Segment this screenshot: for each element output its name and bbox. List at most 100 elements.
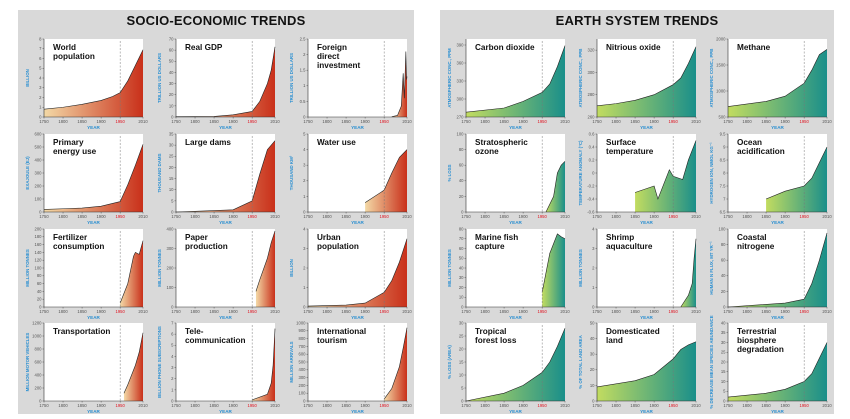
- series-line: [545, 161, 566, 213]
- x-tick-label: 1900: [96, 309, 106, 314]
- y-tick-label: 6: [39, 56, 42, 61]
- chart-17: 6.5 7 7.5 8 8.5 9 9.5 1750 1800 1850 1900 1950 2010 Y…: [709, 131, 832, 225]
- y-tick-label: 1: [303, 285, 306, 290]
- y-tick-label: 3: [39, 85, 42, 90]
- y-axis-label: TEMPERATURE ANOMALY (°C): [578, 140, 583, 205]
- y-tick-label: 0: [592, 304, 595, 309]
- y-tick-label: 60: [459, 163, 464, 168]
- chart-2: 0 0.5 1 1.5 2 2.5 1750 1800 1850 1900 1950 2010 YEAR…: [289, 36, 412, 130]
- y-tick-label: 0: [461, 209, 464, 214]
- y-tick-label: 100: [299, 391, 307, 396]
- series-line: [596, 46, 697, 107]
- y-tick-label: 200: [35, 183, 43, 188]
- x-tick-label: 2010: [270, 119, 280, 124]
- y-tick-label: 40: [721, 320, 726, 325]
- y-tick-label: 0: [39, 209, 42, 214]
- y-tick-label: 100: [35, 265, 43, 270]
- y-tick-label: 30: [169, 143, 174, 148]
- chart-0: 0 1 2 3 4 5 6 7 8 1750 1800 1850 1900 1950 2010 YEAR BIL…: [25, 36, 148, 130]
- y-tick-label: 200: [299, 383, 307, 388]
- y-tick-label: 600: [35, 131, 43, 136]
- series-area: [255, 230, 275, 307]
- x-tick-label: 1800: [611, 119, 621, 124]
- x-tick-label: 1900: [228, 119, 238, 124]
- y-tick-label: 260: [588, 114, 596, 119]
- series-line: [123, 332, 144, 394]
- chart-16: -0.6 -0.4 -0.2 0 0.2 0.4 0.6 1750 1800 1850 1900 19…: [578, 131, 701, 225]
- panel-title-socio: SOCIO-ECONOMIC TRENDS: [126, 13, 306, 28]
- y-tick-label: 5: [39, 66, 42, 71]
- y-axis-label: % LOSS: [447, 164, 452, 181]
- x-tick-label: 1800: [190, 403, 200, 408]
- chart-title: Carbon dioxide: [475, 43, 535, 52]
- y-tick-label: 1000: [32, 333, 42, 338]
- y-tick-label: 0.2: [589, 157, 595, 162]
- series-line: [391, 51, 408, 117]
- y-tick-label: 6: [171, 332, 174, 337]
- y-tick-label: -0.2: [587, 183, 595, 188]
- plot-area: [466, 134, 565, 212]
- y-tick-label: 20: [169, 165, 174, 170]
- x-tick-label: 1950: [379, 309, 389, 314]
- x-tick-label: 2010: [560, 309, 570, 314]
- x-tick-label: 1850: [761, 309, 771, 314]
- x-tick-label: 1800: [742, 214, 752, 219]
- x-axis-label: YEAR: [87, 220, 100, 225]
- y-tick-label: 80: [459, 226, 464, 231]
- y-tick-label: 300: [588, 70, 596, 75]
- x-axis-label: YEAR: [771, 409, 784, 414]
- y-tick-label: 3: [171, 365, 174, 370]
- series-area: [680, 238, 696, 307]
- y-tick-label: 300: [167, 246, 175, 251]
- x-tick-label: 1850: [209, 403, 219, 408]
- chart-title: Transportation: [53, 327, 110, 336]
- y-tick-label: 50: [590, 320, 595, 325]
- x-tick-label: 2010: [560, 403, 570, 408]
- y-tick-label: 0: [303, 304, 306, 309]
- chart-9: 0 200 400 600 800 1000 1200 1750 1800 1850 1900 195…: [25, 320, 148, 414]
- y-tick-label: 10: [169, 103, 174, 108]
- y-tick-label: 200: [35, 226, 43, 231]
- x-tick-label: 1950: [799, 214, 809, 219]
- x-axis-label: YEAR: [640, 220, 653, 225]
- y-tick-label: 320: [588, 48, 596, 53]
- y-tick-label: 5: [461, 385, 464, 390]
- series-line: [43, 49, 144, 110]
- y-tick-label: 10: [590, 383, 595, 388]
- x-axis-label: YEAR: [640, 125, 653, 130]
- y-tick-label: 100: [719, 226, 727, 231]
- y-tick-label: 0: [303, 209, 306, 214]
- x-tick-label: 1950: [668, 309, 678, 314]
- x-tick-label: 2010: [402, 403, 412, 408]
- x-tick-label: 1750: [461, 309, 471, 314]
- x-tick-label: 1800: [611, 214, 621, 219]
- series-line: [175, 140, 276, 213]
- y-tick-label: 10: [721, 379, 726, 384]
- x-tick-label: 1800: [480, 403, 490, 408]
- x-tick-label: 1950: [247, 403, 257, 408]
- y-tick-label: 160: [35, 242, 43, 247]
- y-tick-label: 15: [459, 359, 464, 364]
- series-line: [680, 238, 697, 308]
- y-tick-label: 2: [303, 265, 306, 270]
- x-tick-label: 1800: [322, 119, 332, 124]
- x-tick-label: 1750: [171, 119, 181, 124]
- x-tick-label: 2010: [138, 214, 148, 219]
- x-tick-label: 1800: [190, 119, 200, 124]
- x-tick-label: 1800: [480, 214, 490, 219]
- series-line: [383, 327, 408, 400]
- y-tick-label: 40: [459, 178, 464, 183]
- y-tick-label: 1000: [716, 88, 726, 93]
- x-tick-label: 1800: [322, 309, 332, 314]
- x-tick-label: 2010: [402, 214, 412, 219]
- x-tick-label: 1850: [77, 214, 87, 219]
- y-tick-label: 20: [721, 359, 726, 364]
- y-tick-label: 40: [590, 336, 595, 341]
- y-tick-label: 10: [169, 187, 174, 192]
- x-tick-label: 2010: [138, 309, 148, 314]
- x-tick-label: 2010: [691, 214, 701, 219]
- y-tick-label: 8: [723, 170, 726, 175]
- y-tick-label: 180: [35, 234, 43, 239]
- y-tick-label: 3: [592, 246, 595, 251]
- y-axis-label: MILLION TONNES: [447, 249, 452, 287]
